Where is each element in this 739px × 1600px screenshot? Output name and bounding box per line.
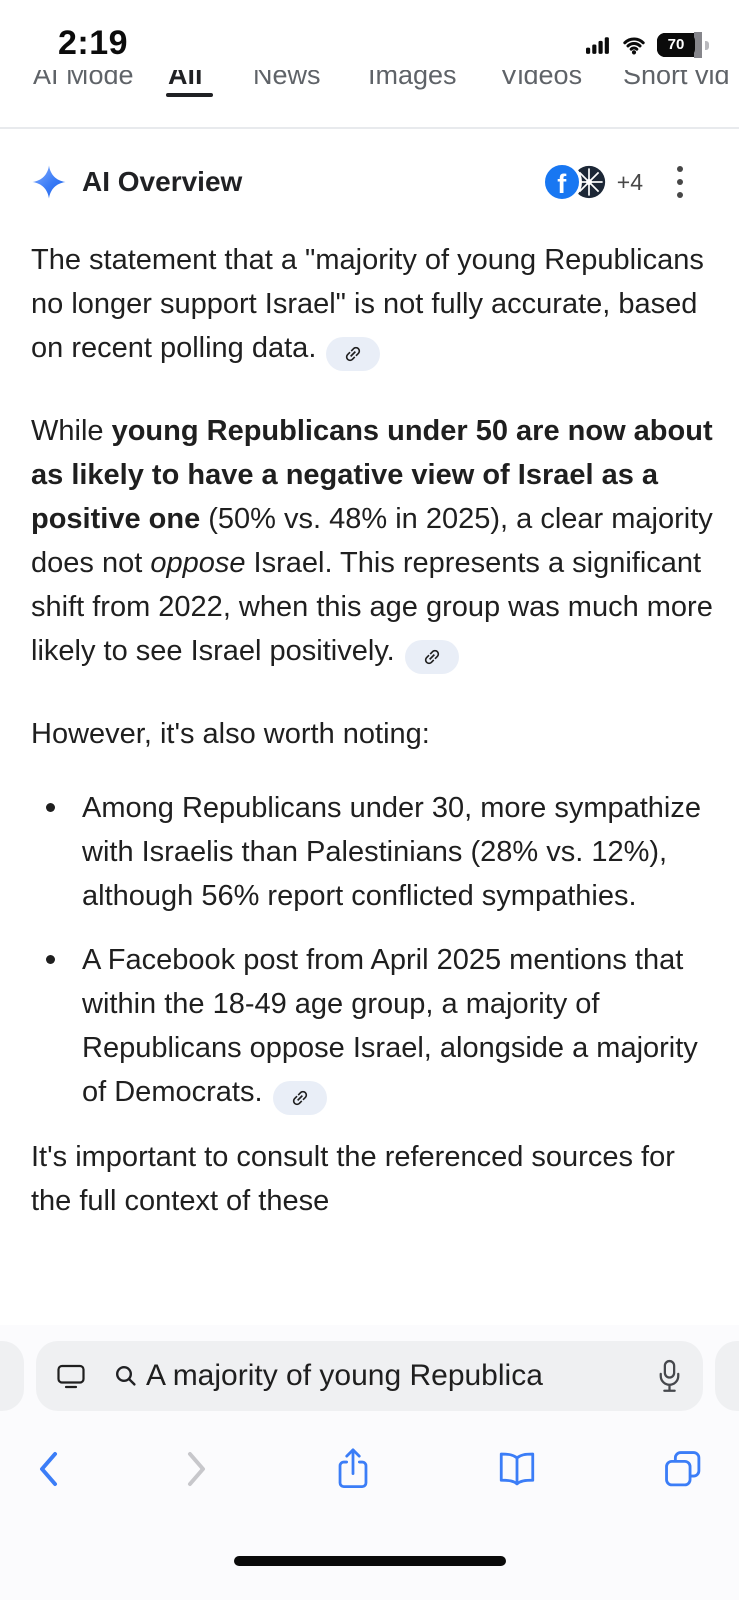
page-display-icon[interactable]	[56, 1362, 86, 1390]
clock: 2:19	[58, 24, 129, 62]
safari-toolbar: A majority of young Republica	[0, 1325, 739, 1600]
status-bar: 2:19 70	[0, 0, 739, 70]
source-link-chip[interactable]	[404, 640, 459, 674]
back-chevron-icon	[40, 1452, 57, 1486]
search-query-group: A majority of young Republica	[114, 1359, 648, 1393]
tabs-icon	[665, 1451, 701, 1487]
tabs-button[interactable]	[663, 1449, 703, 1489]
link-icon	[346, 346, 361, 362]
bullet-list: Among Republicans under 30, more sympath…	[31, 786, 713, 1115]
microphone-icon	[659, 1359, 680, 1392]
source-link-chip[interactable]	[272, 1081, 327, 1115]
ai-overview-header: AI Overview f	[31, 158, 687, 206]
list-item: Among Republicans under 30, more sympath…	[31, 786, 713, 918]
text-segment: Israel. This represents a significant sh…	[31, 547, 713, 667]
facebook-favicon-icon[interactable]: f	[541, 162, 582, 202]
wheel-favicon-graphic	[572, 165, 605, 199]
text-segment: It's important to consult the referenced…	[31, 1141, 675, 1217]
link-icon	[292, 1090, 307, 1106]
list-item: A Facebook post from April 2025 mentions…	[31, 938, 713, 1115]
source-link-chip[interactable]	[326, 337, 381, 371]
paragraph: While young Republicans under 50 are now…	[31, 409, 713, 674]
bookmarks-button[interactable]	[496, 1451, 538, 1487]
previous-tab-edge[interactable]	[0, 1341, 24, 1411]
book-icon	[499, 1452, 534, 1486]
voice-search-button[interactable]	[656, 1359, 683, 1394]
back-button[interactable]	[36, 1449, 60, 1489]
more-options-icon[interactable]	[673, 162, 687, 202]
more-sources-count[interactable]: +4	[616, 168, 643, 195]
next-tab-edge[interactable]	[715, 1341, 739, 1411]
home-indicator[interactable]	[233, 1556, 506, 1566]
cellular-signal-icon	[586, 37, 609, 54]
source-favicons[interactable]: f	[541, 162, 609, 202]
share-icon	[338, 1448, 367, 1488]
text-segment: A Facebook post from April 2025 mentions…	[82, 944, 698, 1108]
paragraph: The statement that a "majority of young …	[31, 238, 713, 371]
text-segment: oppose	[150, 547, 246, 579]
facebook-letter: f	[557, 168, 567, 199]
search-icon	[115, 1365, 136, 1386]
navigation-row	[0, 1437, 739, 1501]
text-segment: However, it's also worth noting:	[31, 718, 430, 750]
wifi-icon	[623, 37, 645, 54]
search-query-text: A majority of young Republica	[146, 1359, 543, 1392]
address-bar[interactable]: A majority of young Republica	[36, 1341, 703, 1411]
source-favicon-icon[interactable]	[568, 162, 609, 202]
ai-overview-body: The statement that a "majority of young …	[31, 238, 713, 1223]
text-segment: While	[31, 415, 112, 447]
text-segment: The statement that a "majority of young …	[31, 244, 704, 364]
query-fade	[602, 1359, 648, 1393]
ai-overview-title: AI Overview	[82, 166, 243, 197]
share-button[interactable]	[335, 1447, 371, 1491]
text-segment: Among Republicans under 30, more sympath…	[82, 792, 701, 912]
active-tab-underline	[166, 93, 213, 97]
battery-percent: 70	[667, 35, 685, 53]
text-segment: young Republicans under 50 are now about…	[31, 415, 713, 535]
paragraph: However, it's also worth noting:	[31, 712, 713, 756]
forward-button[interactable]	[185, 1449, 209, 1489]
header-divider	[0, 127, 739, 129]
link-icon	[424, 649, 439, 665]
text-segment: (50% vs. 48% in 2025), a clear majority …	[31, 503, 713, 579]
battery-icon: 70	[657, 32, 709, 58]
ai-sparkle-icon	[32, 165, 66, 199]
forward-chevron-icon	[188, 1452, 206, 1486]
paragraph: It's important to consult the referenced…	[31, 1135, 713, 1223]
